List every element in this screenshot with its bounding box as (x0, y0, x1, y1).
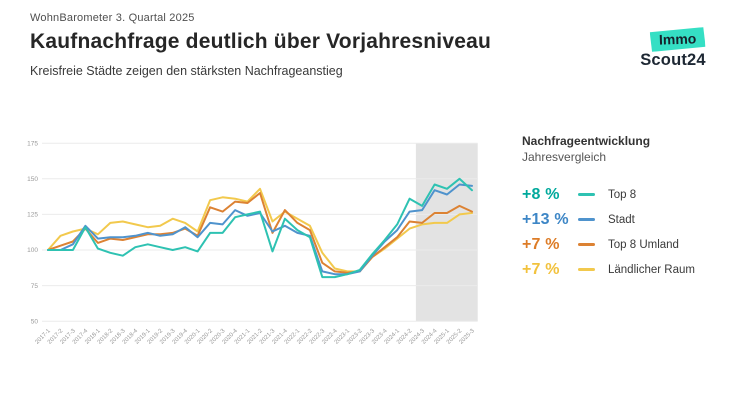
line-swatch-icon (578, 193, 595, 196)
x-axis-labels: 2017-12017-22017-32017-42018-12018-22018… (34, 328, 476, 346)
line-swatch-icon (578, 218, 595, 221)
y-tick-label: 175 (27, 140, 38, 147)
gridlines (42, 142, 478, 322)
series-label: Top 8 (608, 188, 637, 201)
y-tick-label: 50 (31, 318, 39, 325)
delta-value: +7 % (522, 260, 560, 278)
delta-value: +13 % (522, 210, 569, 228)
line-swatch-icon (578, 268, 595, 271)
legend-item-stadt: +13 % Stadt (522, 207, 722, 232)
legend-subtitle: Jahresvergleich (522, 150, 607, 164)
line-swatch-icon (578, 243, 595, 246)
series-label: Stadt (608, 213, 635, 226)
y-tick-label: 150 (27, 176, 38, 183)
immoscout24-logo: Immo Scout24 (630, 28, 716, 70)
y-tick-label: 75 (31, 283, 39, 290)
highlight-band (415, 143, 478, 322)
page-subtitle: Kreisfreie Städte zeigen den stärksten N… (30, 64, 343, 78)
legend-items: +8 % Top 8 +13 % Stadt +7 % Top 8 Umland… (522, 182, 722, 282)
series-line-l-ndlicher-raum (47, 187, 473, 273)
series-label: Ländlicher Raum (608, 263, 695, 276)
legend-title: Nachfrageentwicklung (522, 134, 651, 148)
scout24-wordmark: Scout24 (640, 51, 706, 69)
series-line-top-8 (47, 177, 473, 279)
y-tick-label: 100 (27, 247, 38, 254)
demand-chart-area: 50 75 100 125 150 175 2017-1 2017-2 2017-3 2017-4… (0, 125, 505, 365)
demand-line-chart: 50 75 100 125 150 175 2017-12017-22017-32017-4… (27, 140, 478, 346)
delta-value: +7 % (522, 235, 560, 253)
page-title: Kaufnachfrage deutlich über Vorjahresniv… (30, 30, 491, 53)
report-eyebrow: WohnBarometer 3. Quartal 2025 (30, 12, 195, 24)
chart-legend: Nachfrageentwicklung Jahresvergleich +8 … (522, 134, 722, 282)
immo-badge: Immo (650, 27, 706, 52)
legend-item-laendlicher-raum: +7 % Ländlicher Raum (522, 257, 722, 282)
series-label: Top 8 Umland (608, 238, 679, 251)
y-axis-labels: 50 75 100 125 150 175 (27, 140, 38, 325)
legend-item-top8-umland: +7 % Top 8 Umland (522, 232, 722, 257)
delta-value: +8 % (522, 185, 560, 203)
series-line-top-8-umland (47, 192, 473, 274)
y-tick-label: 125 (27, 212, 38, 219)
legend-item-top8: +8 % Top 8 (522, 182, 722, 207)
